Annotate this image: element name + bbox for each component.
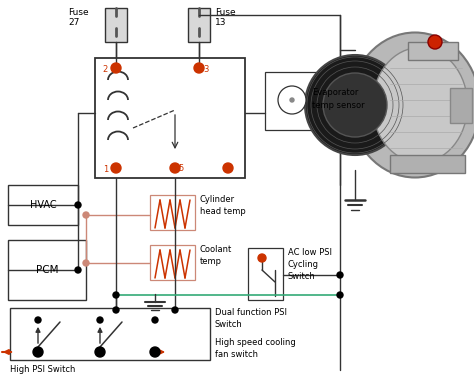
Circle shape (152, 317, 158, 323)
Circle shape (337, 272, 343, 278)
Circle shape (305, 55, 405, 155)
Text: Dual function PSI: Dual function PSI (215, 308, 287, 317)
Text: Cylinder: Cylinder (200, 195, 235, 204)
Circle shape (170, 163, 180, 173)
Bar (150, 195, 195, 230)
Text: 1: 1 (103, 165, 108, 174)
Text: 5: 5 (178, 164, 183, 173)
Circle shape (172, 307, 178, 313)
Circle shape (75, 267, 81, 273)
Circle shape (113, 292, 119, 298)
Circle shape (337, 292, 343, 298)
Bar (408, 42, 458, 60)
Text: 13: 13 (215, 18, 227, 27)
Text: PCM: PCM (36, 265, 58, 275)
Circle shape (83, 212, 89, 218)
Text: Evaporator: Evaporator (312, 88, 358, 97)
Bar (150, 245, 195, 280)
Circle shape (323, 73, 387, 137)
Text: temp: temp (200, 257, 222, 266)
Text: 3: 3 (203, 65, 209, 74)
Text: HVAC: HVAC (30, 200, 56, 210)
Text: Coolant: Coolant (200, 245, 232, 254)
Text: Switch: Switch (288, 272, 316, 281)
Text: AC low PSI: AC low PSI (288, 248, 332, 257)
Circle shape (33, 347, 43, 357)
Text: temp sensor: temp sensor (312, 101, 365, 110)
Circle shape (113, 307, 119, 313)
Bar (95, 58, 245, 178)
Ellipse shape (373, 48, 467, 163)
Bar (265, 72, 340, 130)
Text: High speed cooling: High speed cooling (215, 338, 296, 347)
Circle shape (258, 254, 266, 262)
Bar (188, 8, 210, 42)
Bar (10, 308, 210, 360)
Circle shape (111, 163, 121, 173)
Circle shape (150, 347, 160, 357)
Text: fan switch: fan switch (215, 350, 258, 359)
Circle shape (428, 35, 442, 49)
Bar (248, 248, 283, 300)
Circle shape (278, 86, 306, 114)
Text: head temp: head temp (200, 207, 246, 216)
Bar (450, 88, 472, 123)
Text: 2: 2 (103, 65, 108, 74)
Text: Fuse: Fuse (215, 8, 236, 17)
Bar (390, 155, 465, 173)
Circle shape (35, 317, 41, 323)
Bar (8, 240, 86, 300)
Text: Switch: Switch (215, 320, 243, 329)
Text: 27: 27 (68, 18, 79, 27)
Text: High PSI Switch: High PSI Switch (10, 365, 75, 374)
Circle shape (95, 347, 105, 357)
Circle shape (223, 163, 233, 173)
Bar (105, 8, 127, 42)
Bar (8, 185, 78, 225)
Circle shape (290, 98, 294, 102)
Text: Cycling: Cycling (288, 260, 319, 269)
Circle shape (194, 63, 204, 73)
Circle shape (75, 202, 81, 208)
Circle shape (111, 63, 121, 73)
Text: Fuse: Fuse (68, 8, 89, 17)
Circle shape (83, 260, 89, 266)
Circle shape (97, 317, 103, 323)
Ellipse shape (350, 33, 474, 177)
